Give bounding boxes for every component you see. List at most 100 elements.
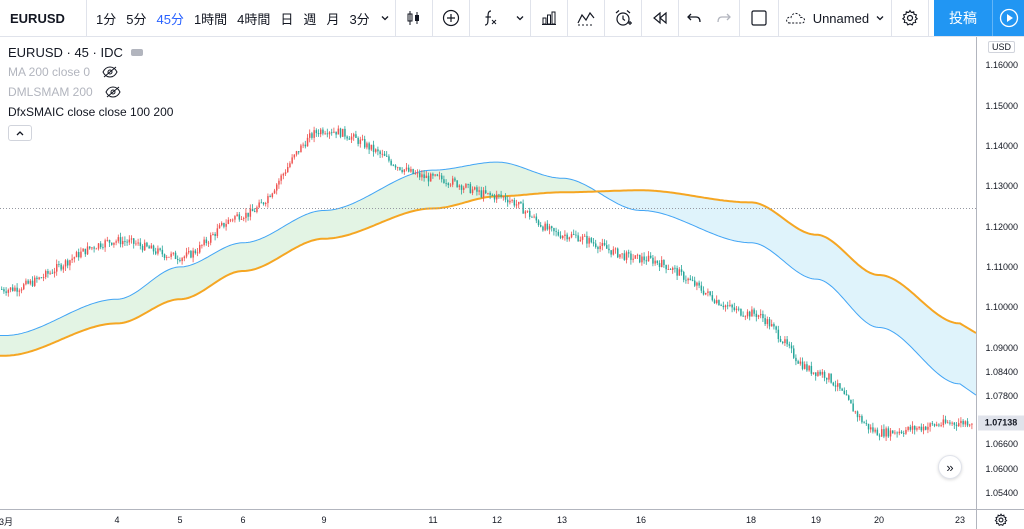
- indicators-dropdown-button[interactable]: [510, 0, 530, 37]
- legend-indicator-ma200[interactable]: MA 200 close 0: [8, 62, 173, 82]
- dmlsmam200-line[interactable]: [0, 189, 976, 357]
- indicator-band-segment: [410, 174, 412, 212]
- candle: [665, 264, 667, 274]
- candle: [273, 188, 276, 194]
- indicator-band-segment: [884, 275, 886, 329]
- candle: [658, 260, 661, 271]
- candle: [808, 364, 810, 372]
- legend-indicator-dmlsmam[interactable]: DMLSMAM 200: [8, 82, 173, 102]
- interval-month-button[interactable]: 月: [326, 11, 340, 27]
- indicator-band-segment: [44, 324, 46, 347]
- indicators-button[interactable]: [470, 0, 510, 37]
- price-chart[interactable]: [0, 37, 976, 509]
- interval-5m-button[interactable]: 5分: [126, 11, 147, 27]
- candle: [502, 195, 505, 201]
- redo-button[interactable]: [709, 0, 739, 37]
- templates-button[interactable]: [568, 0, 604, 37]
- compare-symbol-button[interactable]: [433, 0, 469, 37]
- interval-week-button[interactable]: 週: [303, 11, 317, 27]
- interval-day-button[interactable]: 日: [280, 11, 294, 27]
- indicator-band-segment: [920, 299, 922, 359]
- interval-4h-button[interactable]: 4時間: [237, 11, 271, 27]
- bar-replay-button[interactable]: [642, 0, 678, 37]
- indicator-band-segment: [240, 242, 242, 272]
- candle: [586, 231, 588, 248]
- interval-45m-button[interactable]: 45分: [156, 11, 184, 27]
- indicator-band-segment: [70, 312, 72, 336]
- candle: [1, 286, 3, 290]
- candle: [86, 242, 89, 255]
- indicator-band-segment: [870, 272, 872, 326]
- candle: [707, 288, 709, 297]
- alert-button[interactable]: [605, 0, 641, 37]
- candle: [799, 357, 802, 366]
- indicator-band-segment: [120, 298, 122, 324]
- indicator-band-segment: [32, 329, 34, 351]
- scroll-to-realtime-button[interactable]: »: [938, 455, 962, 479]
- indicator-band-segment: [946, 319, 948, 381]
- indicator-band-segment: [710, 198, 712, 234]
- indicator-band-segment: [622, 190, 624, 207]
- indicator-band-segment: [630, 190, 632, 210]
- currency-label[interactable]: USD: [988, 41, 1016, 53]
- indicator-band-segment: [146, 283, 148, 313]
- chart-style-button[interactable]: [396, 0, 432, 37]
- indicator-band-segment: [772, 210, 774, 254]
- indicator-band-segment: [624, 190, 626, 208]
- candle: [335, 131, 337, 139]
- undo-button[interactable]: [679, 0, 709, 37]
- candle: [372, 140, 375, 157]
- candle: [238, 212, 241, 222]
- candle: [757, 314, 760, 320]
- indicator-band-segment: [168, 269, 170, 302]
- publish-idea-button[interactable]: [992, 0, 1024, 36]
- indicator-band-segment: [346, 205, 348, 236]
- indicator-band-segment: [344, 206, 346, 237]
- indicator-band-segment: [744, 202, 746, 243]
- eye-hidden-icon[interactable]: [102, 66, 118, 78]
- ma200-line[interactable]: [0, 161, 976, 396]
- interval-1h-button[interactable]: 1時間: [193, 11, 228, 27]
- price-tick-label: 1.11000: [986, 261, 1018, 272]
- publish-group: 投稿: [934, 0, 1024, 36]
- time-tick-label: 16: [635, 515, 647, 525]
- publish-button[interactable]: 投稿: [934, 0, 992, 36]
- candle: [588, 236, 590, 248]
- candle: [152, 244, 155, 255]
- candle: [401, 167, 403, 174]
- candle: [599, 242, 601, 252]
- indicator-band-segment: [494, 162, 496, 197]
- time-tick-label: 6: [240, 515, 246, 525]
- legend-collapse-button[interactable]: [8, 125, 32, 141]
- price-tick-label: 1.15000: [985, 100, 1018, 111]
- candle: [130, 235, 133, 244]
- candle: [839, 383, 841, 392]
- legend-main-series[interactable]: EURUSD · 45 · IDC: [8, 42, 173, 62]
- indicator-band-segment: [180, 266, 182, 300]
- eye-hidden-icon[interactable]: [105, 86, 121, 98]
- legend-toggle-icon[interactable]: [130, 48, 143, 56]
- interval-dropdown-button[interactable]: [375, 0, 395, 37]
- legend-indicator-dfxsmaic[interactable]: DfxSMAIC close close 100 200: [8, 102, 173, 122]
- indicator-band-segment: [192, 263, 194, 297]
- indicator-band-segment: [580, 182, 582, 193]
- settings-button[interactable]: [892, 0, 928, 37]
- interval-3m-button[interactable]: 3分: [349, 11, 370, 27]
- indicator-band-segment: [786, 220, 788, 265]
- symbol-search-button[interactable]: EURUSD: [10, 10, 65, 26]
- indicator-band-segment: [140, 288, 142, 317]
- interval-1m-button[interactable]: 1分: [96, 11, 117, 27]
- candle: [247, 212, 249, 221]
- chart-settings-corner[interactable]: [976, 509, 1024, 529]
- indicator-band-segment: [216, 251, 218, 283]
- time-axis[interactable]: 3月 4 5 6 9 11 12 13 16 18 19 20 23: [0, 509, 976, 529]
- financials-button[interactable]: [531, 0, 567, 37]
- indicator-band-segment: [944, 318, 946, 380]
- layout-button[interactable]: [740, 0, 778, 37]
- indicator-band-segment: [606, 191, 608, 199]
- save-layout-button[interactable]: Unnamed: [779, 0, 891, 37]
- candle: [806, 361, 808, 372]
- indicator-band-segment: [722, 200, 724, 238]
- price-axis[interactable]: USD 1.16000 1.15000 1.14000 1.13000 1.12000 1…: [976, 37, 1024, 509]
- candle: [287, 162, 289, 173]
